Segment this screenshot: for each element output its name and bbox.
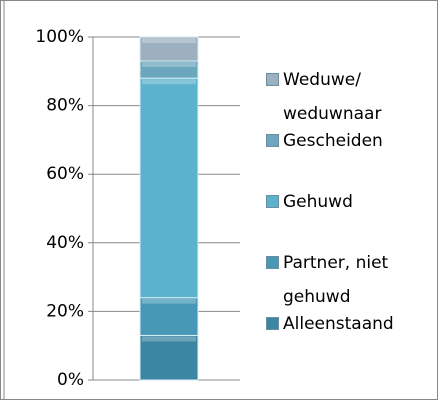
legend-swatch — [266, 73, 279, 86]
legend-label: Alleenstaand — [283, 314, 394, 334]
legend-swatch — [266, 134, 279, 147]
y-tick-label: 20% — [46, 301, 84, 321]
legend-item: Gescheiden — [266, 124, 418, 158]
legend-item: Gehuwd — [266, 185, 418, 219]
legend-swatch — [266, 195, 279, 208]
bar-highlight — [142, 79, 196, 85]
bar-highlight — [142, 336, 196, 342]
y-tick-label: 60% — [46, 164, 84, 184]
y-tick-label: 80% — [46, 96, 84, 116]
y-tick-label: 0% — [57, 370, 84, 390]
legend-label: Weduwe/ weduwnaar — [283, 70, 382, 124]
legend-swatch — [266, 256, 279, 269]
legend-item: Weduwe/ weduwnaar — [266, 63, 418, 131]
bar-segment — [139, 297, 199, 336]
legend-item: Alleenstaand — [266, 307, 418, 341]
legend-label: Gescheiden — [283, 131, 383, 151]
legend-label: Partner, niet gehuwd — [283, 253, 389, 307]
y-tick-label: 100% — [35, 27, 84, 47]
bar-segment — [139, 36, 199, 62]
legend-label: Gehuwd — [283, 192, 353, 212]
bar-segment — [139, 334, 199, 381]
legend-swatch — [266, 317, 279, 330]
bar-highlight — [142, 62, 196, 68]
bar-segment — [139, 77, 199, 299]
bar-highlight — [142, 298, 196, 304]
legend-item: Partner, niet gehuwd — [266, 246, 418, 314]
bar-highlight — [142, 38, 196, 43]
y-tick-label: 40% — [46, 233, 84, 253]
